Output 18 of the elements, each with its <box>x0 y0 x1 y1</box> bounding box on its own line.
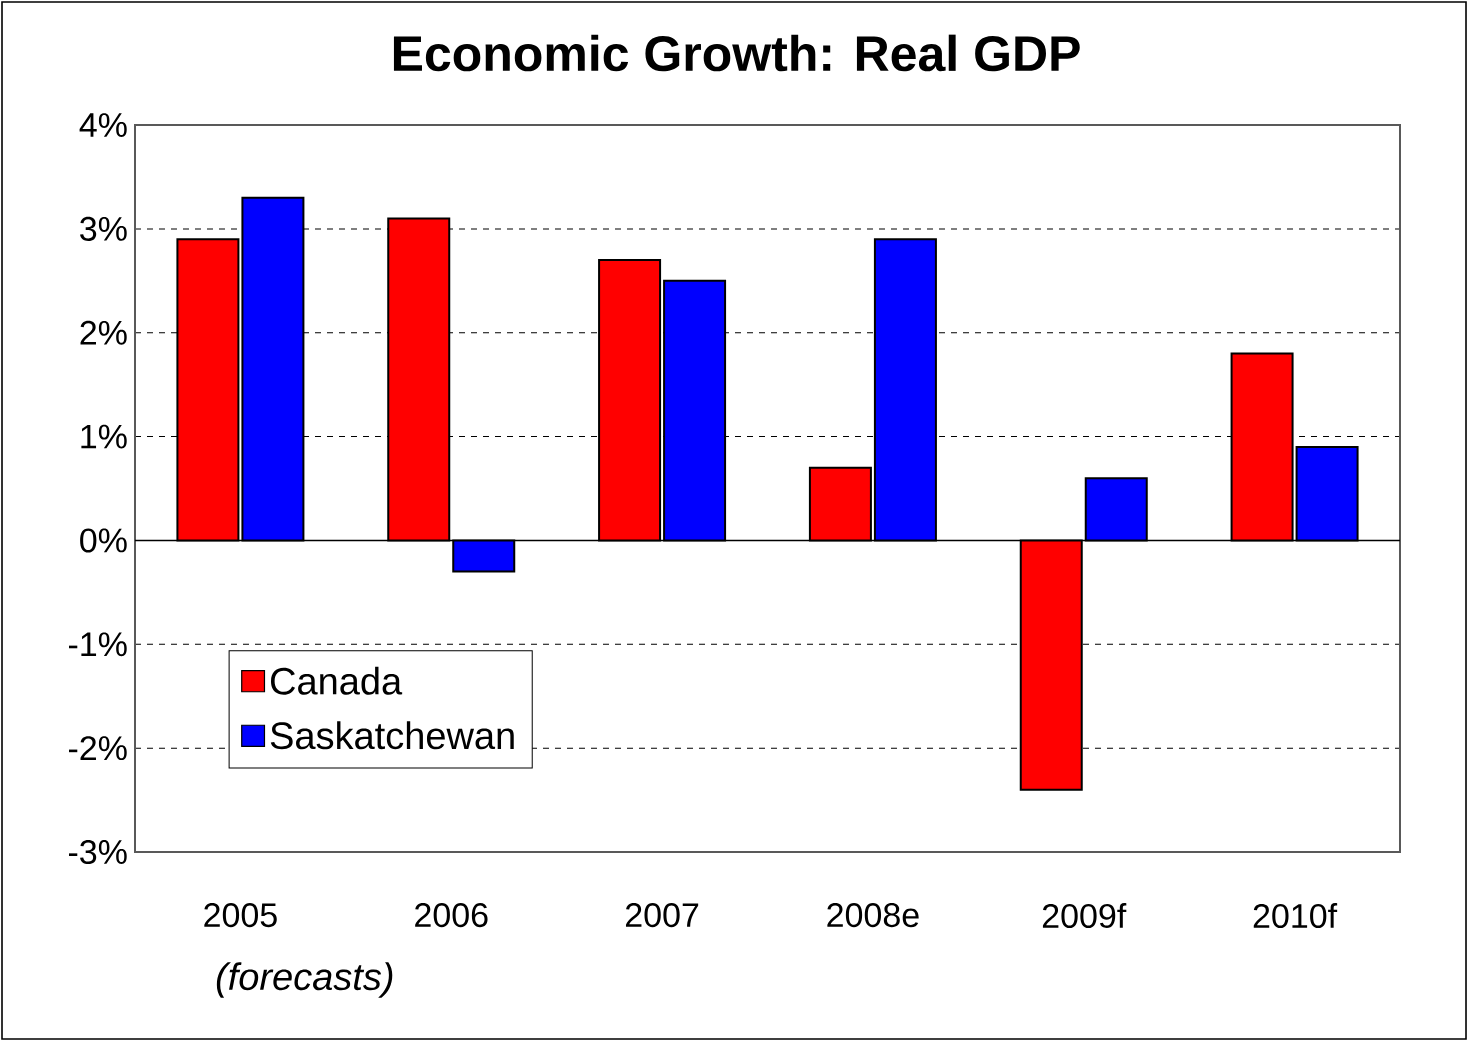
x-tick-label: 2010f <box>1253 903 1338 929</box>
x-tick-label: 2005 <box>204 903 277 928</box>
legend-label: Canada <box>270 666 403 695</box>
y-tick-label: -1% <box>68 632 127 657</box>
x-tick-label: 2009f <box>1042 903 1127 929</box>
y-tick-label: 1% <box>81 424 127 449</box>
y-tick-label: -3% <box>68 839 127 865</box>
legend-label: Saskatchewan <box>270 721 514 750</box>
y-tick-label: 0% <box>80 528 127 553</box>
x-tick-label: 2006 <box>415 903 488 928</box>
chart-title: Economic Growth: Real GDP <box>393 34 1080 72</box>
y-tick-label: 3% <box>80 216 127 241</box>
y-tick-label: 4% <box>79 113 127 137</box>
y-tick-label: -2% <box>68 736 127 761</box>
y-tick-label: 2% <box>80 320 127 345</box>
x-tick-label: 2008e <box>827 903 919 928</box>
text: (forecasts) <box>216 962 393 998</box>
x-tick-label: 2007 <box>625 903 699 928</box>
